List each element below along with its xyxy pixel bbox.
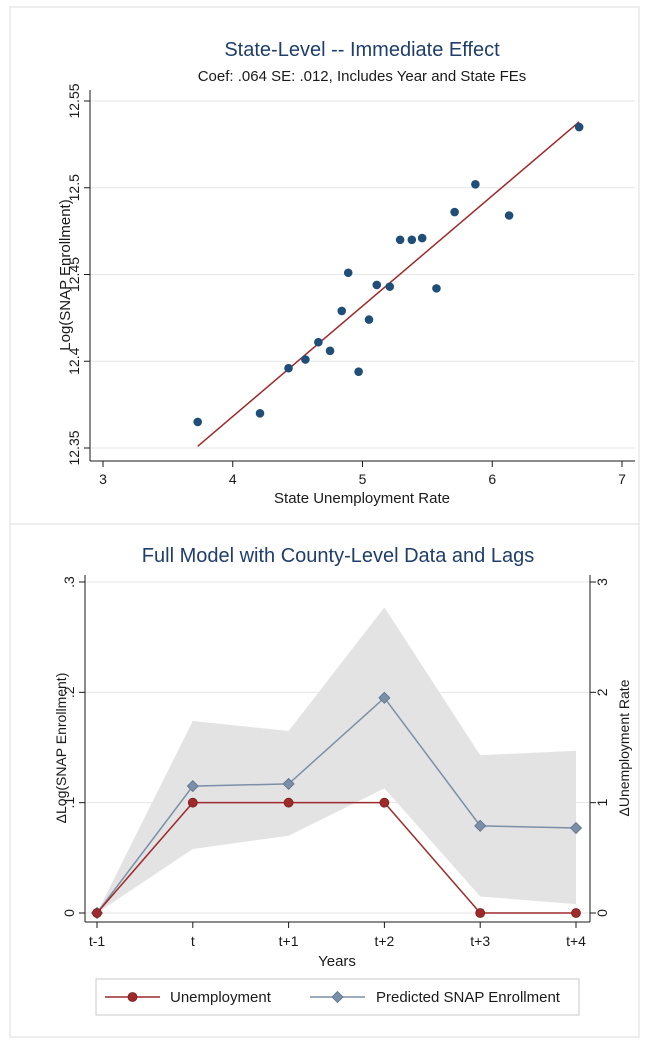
scatter-point bbox=[417, 233, 427, 243]
bottom-right-y-tick-label: 3 bbox=[594, 578, 610, 586]
bottom-x-tick-label: t-1 bbox=[89, 933, 106, 949]
scatter-point bbox=[574, 122, 584, 132]
scatter-point bbox=[337, 306, 347, 316]
predicted-snap-point bbox=[378, 691, 391, 704]
confidence-band bbox=[97, 607, 576, 913]
top-x-tick-label: 5 bbox=[359, 471, 367, 487]
scatter-point bbox=[471, 179, 480, 189]
scatter-point bbox=[432, 284, 441, 293]
bottom-left-y-tick-label: .3 bbox=[61, 576, 77, 588]
top-y-tick-label: 12.35 bbox=[66, 430, 82, 465]
county-level-model-panel: Full Model with County-Level Data and La… bbox=[53, 545, 632, 1016]
bottom-series bbox=[90, 691, 583, 920]
scatter-point bbox=[284, 363, 293, 373]
scatter-point bbox=[255, 409, 265, 418]
unemployment-point bbox=[187, 797, 198, 808]
legend-snap-marker bbox=[331, 990, 344, 1004]
scatter-point bbox=[450, 207, 459, 217]
top-x-tick-label: 7 bbox=[618, 471, 626, 487]
predicted-snap-point bbox=[569, 821, 583, 835]
top-gridlines bbox=[90, 100, 635, 449]
top-y-tick-label: 12.55 bbox=[66, 83, 82, 118]
bottom-left-y-ticks: 0 .1 .2 .3 bbox=[61, 576, 85, 917]
top-chart-subtitle: Coef: .064 SE: .012, Includes Year and S… bbox=[198, 68, 527, 85]
legend: Unemployment Predicted SNAP Enrollment bbox=[95, 978, 580, 1016]
bottom-x-tick-label: t bbox=[191, 933, 195, 949]
state-level-scatter-panel: State-Level -- Immediate Effect Coef: .0… bbox=[57, 39, 635, 507]
bottom-right-y-ticks: 0 1 2 3 bbox=[590, 578, 610, 917]
scatter-points bbox=[193, 122, 584, 427]
bottom-right-y-tick-label: 2 bbox=[594, 688, 610, 696]
top-y-axis-label: Log(SNAP Enrollment) bbox=[57, 199, 74, 350]
scatter-point bbox=[343, 268, 353, 278]
bottom-left-y-tick-label: 0 bbox=[61, 909, 77, 917]
scatter-point bbox=[301, 355, 310, 364]
bottom-x-axis-label: Years bbox=[318, 953, 356, 970]
bottom-right-y-tick-label: 1 bbox=[594, 799, 610, 807]
legend-unemployment-label: Unemployment bbox=[170, 989, 272, 1006]
scatter-point bbox=[372, 280, 382, 290]
top-y-tick-label: 12.45 bbox=[66, 257, 82, 292]
predicted-snap-point bbox=[282, 777, 295, 790]
top-y-tick-label: 12.5 bbox=[66, 174, 82, 201]
legend-unemployment-marker bbox=[127, 992, 138, 1002]
bottom-right-y-tick-label: 0 bbox=[594, 909, 610, 917]
bottom-left-y-tick-label: .1 bbox=[61, 797, 77, 809]
bottom-right-y-axis-label: ΔUnemployment Rate bbox=[616, 679, 632, 816]
scatter-point bbox=[314, 337, 323, 347]
bottom-x-tick-label: t+1 bbox=[279, 933, 299, 949]
top-x-tick-label: 6 bbox=[488, 471, 496, 487]
predicted-snap-point bbox=[186, 780, 199, 793]
unemployment-point bbox=[475, 908, 486, 918]
predicted-snap-point bbox=[474, 819, 487, 832]
top-x-tick-label: 3 bbox=[99, 471, 107, 487]
bottom-left-y-tick-label: .2 bbox=[61, 686, 77, 698]
top-x-ticks: 3 4 5 6 7 bbox=[99, 461, 626, 487]
scatter-point bbox=[504, 211, 514, 220]
scatter-point bbox=[354, 367, 363, 376]
top-y-ticks: 12.35 12.4 12.45 12.5 12.55 bbox=[66, 83, 90, 466]
scatter-point bbox=[395, 235, 405, 245]
bottom-x-tick-label: t+3 bbox=[470, 933, 490, 949]
top-x-axis-label: State Unemployment Rate bbox=[274, 490, 450, 507]
scatter-point bbox=[325, 346, 335, 356]
unemployment-point bbox=[379, 797, 390, 808]
top-chart-title: State-Level -- Immediate Effect bbox=[224, 39, 500, 61]
bottom-x-tick-label: t+2 bbox=[374, 933, 394, 949]
bottom-chart-title: Full Model with County-Level Data and La… bbox=[142, 545, 534, 567]
unemployment-point bbox=[92, 908, 102, 918]
top-x-tick-label: 4 bbox=[229, 471, 237, 487]
unemployment-point bbox=[571, 908, 581, 918]
legend-snap-label: Predicted SNAP Enrollment bbox=[376, 989, 561, 1006]
scatter-point bbox=[407, 235, 417, 245]
series-line-predicted-snap bbox=[96, 696, 577, 914]
scatter-point bbox=[385, 282, 395, 291]
scatter-point bbox=[364, 315, 374, 324]
unemployment-point bbox=[283, 797, 294, 808]
bottom-x-tick-label: t+4 bbox=[566, 933, 586, 949]
bottom-x-ticks: t-1 t t+1 t+2 t+3 t+4 bbox=[89, 922, 586, 949]
series-line-unemployment bbox=[96, 801, 576, 914]
scatter-point bbox=[193, 417, 203, 427]
bottom-left-y-axis-label: ΔLog(SNAP Enrollment) bbox=[53, 673, 69, 824]
top-y-tick-label: 12.4 bbox=[66, 347, 82, 374]
